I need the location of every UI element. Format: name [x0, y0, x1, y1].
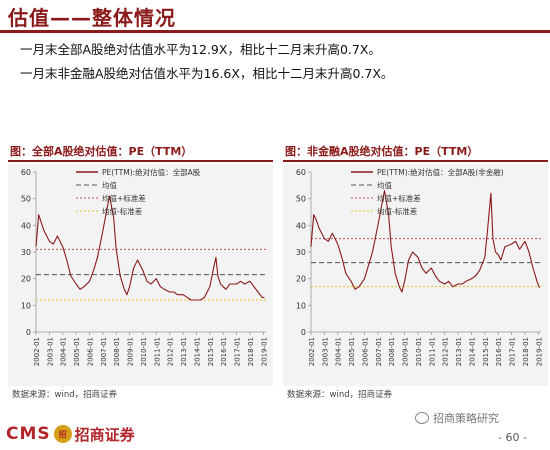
series-line: [35, 195, 265, 301]
x-tick-label: 2008-01: [113, 337, 121, 366]
x-tick-label: 2016-01: [495, 337, 503, 366]
wechat-icon: [415, 412, 429, 424]
source-note: 数据来源：wind，招商证券: [12, 390, 118, 400]
x-tick-label: 2008-01: [388, 337, 396, 366]
y-tick-label: 10: [296, 301, 306, 310]
page-title: 估值——整体情况: [8, 6, 176, 30]
y-tick-label: 30: [21, 248, 31, 257]
x-tick-label: 2015-01: [207, 337, 215, 366]
y-tick-label: 50: [21, 195, 31, 204]
x-tick-label: 2004-01: [60, 337, 68, 366]
logo-name: 招商证券: [74, 425, 135, 444]
x-tick-label: 2005-01: [348, 337, 356, 366]
y-tick-label: 40: [21, 221, 31, 230]
y-tick-label: 60: [296, 168, 306, 177]
x-tick-label: 2011-01: [428, 337, 436, 366]
legend-label: 均值: [102, 180, 117, 190]
watermark-text: 招商策略研究: [433, 412, 499, 425]
y-tick-label: 0: [301, 328, 306, 337]
x-tick-label: 2014-01: [193, 337, 201, 366]
x-tick-label: 2003-01: [46, 337, 54, 366]
x-tick-label: 2011-01: [153, 337, 161, 366]
x-tick-label: 2004-01: [335, 337, 343, 366]
x-tick-label: 2012-01: [442, 337, 450, 366]
x-tick-label: 2014-01: [468, 337, 476, 366]
x-tick-label: 2018-01: [247, 337, 255, 366]
legend-label: PE(TTM):绝对估值：全部A股: [102, 167, 201, 177]
y-tick-label: 10: [21, 301, 31, 310]
x-tick-label: 2017-01: [234, 337, 242, 366]
summary-text: 一月末全部A股绝对估值水平为12.9X，相比十二月末升高0.7X。 一月末非金融…: [20, 38, 393, 86]
x-tick-label: 2012-01: [167, 337, 175, 366]
legend-label: PE(TTM):绝对估值：全部A股(非金融): [377, 167, 504, 177]
legend-label: 均值+标准差: [377, 193, 421, 203]
watermark: 招商策略研究: [415, 410, 499, 426]
x-tick-label: 2009-01: [127, 337, 135, 366]
y-tick-label: 60: [21, 168, 31, 177]
x-tick-label: 2019-01: [535, 337, 543, 366]
chart-header: 图：非金融A股绝对估值：PE（TTM）: [283, 140, 548, 162]
source-note: 数据来源：wind，招商证券: [287, 390, 393, 400]
x-tick-label: 2002-01: [308, 337, 316, 366]
x-tick-label: 2010-01: [140, 337, 148, 366]
y-tick-label: 20: [296, 275, 306, 284]
chart-title: 图：全部A股绝对估值：PE（TTM）: [10, 145, 193, 158]
chart-panel-nonfin-a: 图：非金融A股绝对估值：PE（TTM） 0 10 20 30 40 50 60 2002-01…: [283, 140, 548, 402]
series-line: [310, 190, 540, 293]
y-tick-label: 40: [296, 221, 306, 230]
legend-label: 均值: [377, 180, 392, 190]
x-tick-label: 2006-01: [86, 337, 94, 366]
legend-label: 均值-标准差: [377, 206, 418, 216]
logo-badge-icon: 招: [53, 425, 72, 443]
x-tick-label: 2005-01: [73, 337, 81, 366]
chart-svg-all-a: 0 10 20 30 40 50 60 2002-01 2003-01 2004-01 2005-0…: [21, 167, 269, 366]
x-tick-label: 2015-01: [482, 337, 490, 366]
y-tick-label: 20: [21, 275, 31, 284]
chart-area: 0 10 20 30 40 50 60 2002-01 2003-01 2004-01 2005-0…: [283, 164, 548, 386]
chart-svg-nonfin-a: 0 10 20 30 40 50 60 2002-01 2003-01 2004-01 2005-0…: [296, 167, 544, 366]
legend-label: 均值+标准差: [102, 193, 146, 203]
x-tick-label: 2017-01: [509, 337, 517, 366]
brand-logo: CMS 招 招商证券: [6, 423, 135, 445]
y-tick-label: 50: [296, 195, 306, 204]
x-tick-label: 2019-01: [260, 337, 268, 366]
page-number: - 60 -: [498, 431, 527, 444]
summary-line-2: 一月末非金融A股绝对估值水平为16.6X，相比十二月末升高0.7X。: [20, 66, 394, 81]
x-tick-label: 2009-01: [402, 337, 410, 366]
x-tick-label: 2010-01: [415, 337, 423, 366]
chart-title: 图：非金融A股绝对估值：PE（TTM）: [285, 145, 479, 158]
x-tick-label: 2003-01: [321, 337, 329, 366]
x-tick-label: 2013-01: [180, 337, 188, 366]
x-tick-label: 2016-01: [220, 337, 228, 366]
x-tick-label: 2007-01: [375, 337, 383, 366]
y-tick-label: 0: [26, 328, 31, 337]
title-rule: [0, 30, 550, 33]
x-tick-label: 2018-01: [522, 337, 530, 366]
summary-line-1: 一月末全部A股绝对估值水平为12.9X，相比十二月末升高0.7X。: [20, 42, 381, 57]
x-tick-label: 2013-01: [455, 337, 463, 366]
y-tick-label: 30: [296, 248, 306, 257]
x-tick-label: 2007-01: [100, 337, 108, 366]
x-tick-label: 2006-01: [361, 337, 369, 366]
x-tick-label: 2002-01: [33, 337, 41, 366]
chart-area: 0 10 20 30 40 50 60 2002-01 2003-01 2004-01 2005-0…: [8, 164, 273, 386]
logo-text: CMS: [6, 424, 51, 444]
legend-label: 均值-标准差: [102, 206, 143, 216]
chart-panel-all-a: 图：全部A股绝对估值：PE（TTM） 0 10 20 30 40 50 60 2002-01 2…: [8, 140, 273, 402]
chart-header: 图：全部A股绝对估值：PE（TTM）: [8, 140, 273, 162]
